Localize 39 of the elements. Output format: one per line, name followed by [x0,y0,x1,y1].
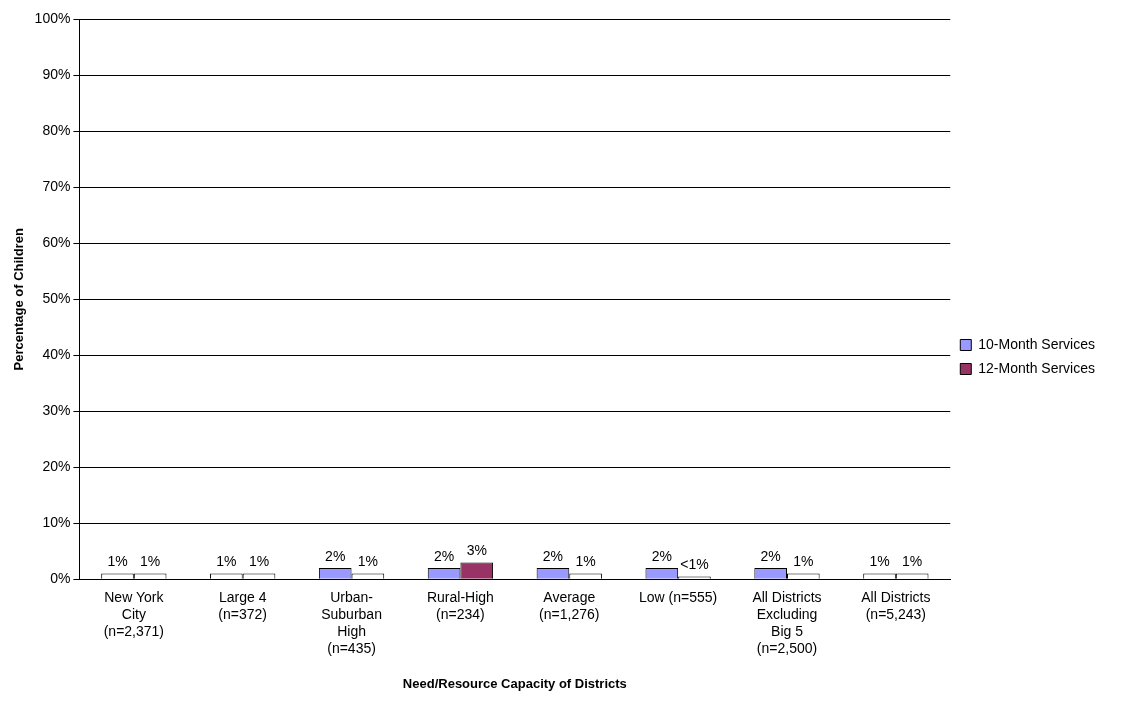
data-label: 1% [140,553,161,570]
data-label: 2% [651,547,672,564]
y-tick-label: 60% [42,234,71,251]
y-tick-label: 10% [42,514,71,531]
y-tick-label: 100% [34,10,71,27]
y-tick-label: 50% [42,290,71,307]
data-label: 2% [325,547,346,564]
y-tick-label: 20% [42,458,71,475]
x-tick-label: Large 4 (n=372) [218,589,268,623]
y-tick-label: 30% [42,402,71,419]
legend-label: 10-Month Services [978,335,1095,352]
legend-label: 12-Month Services [978,359,1095,376]
x-tick-label: Average (n=1,276) [539,589,600,623]
x-tick-label: All Districts (n=5,243) [861,589,931,623]
data-label: 1% [107,553,128,570]
data-label: 1% [357,553,378,570]
y-axis-title: Percentage of Children [11,228,27,371]
y-tick-label: 90% [42,66,71,83]
data-label: 1% [248,553,270,570]
data-label: 1% [216,553,237,570]
x-tick-label: New York City (n=2,371) [103,589,165,640]
x-tick-label: Low (n=555) [639,589,718,606]
data-label: 1% [575,553,596,570]
data-label: 2% [760,547,781,564]
data-label: 3% [466,542,487,559]
data-label: 1% [902,553,923,570]
x-tick-label: All Districts Excluding Big 5 (n=2,500) [752,589,822,656]
y-tick-label: 80% [42,122,71,139]
y-tick-label: 40% [42,346,71,363]
data-label: 1% [869,553,890,570]
y-tick-label: 70% [42,178,71,195]
data-label: <1% [680,556,709,573]
data-label: 2% [542,547,564,564]
data-label: 1% [793,553,814,570]
data-label: 2% [433,547,455,564]
y-tick-label: 0% [50,570,71,587]
x-tick-label: Urban- Suburban High (n=435) [321,589,382,656]
x-axis-title: Need/Resource Capacity of Districts [402,675,627,691]
x-tick-label: Rural-High (n=234) [426,589,494,623]
